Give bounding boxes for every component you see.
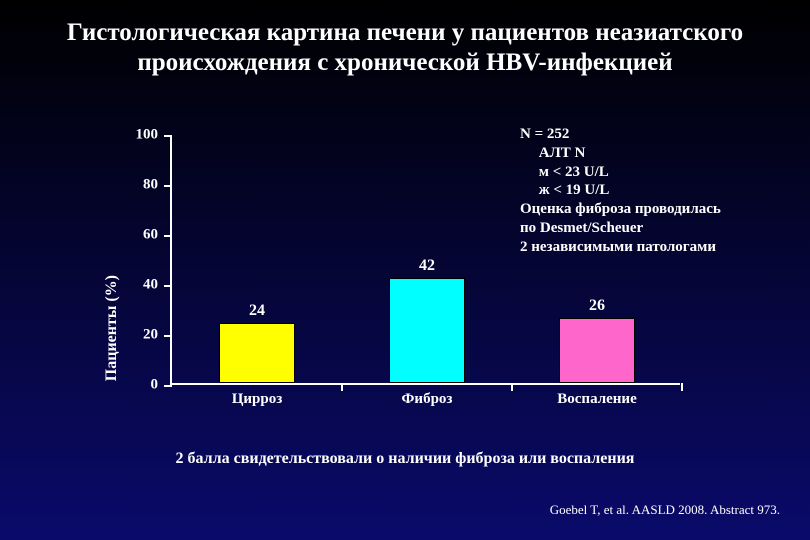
footnote-text: 2 балла свидетельствовали о наличии фибр… <box>0 450 810 468</box>
title-line-1: Гистологическая картина печени у пациент… <box>67 19 743 46</box>
x-tick <box>681 383 683 391</box>
bar-value-label: 26 <box>589 297 605 315</box>
y-axis-label: Пациенты (%) <box>103 275 121 381</box>
y-tick <box>164 285 172 287</box>
y-tick-label: 80 <box>143 177 158 194</box>
bar: 24 <box>219 323 296 383</box>
x-tick-label: Фиброз <box>402 391 453 408</box>
x-tick-label: Цирроз <box>232 391 283 408</box>
y-tick <box>164 235 172 237</box>
x-tick <box>511 383 513 391</box>
y-tick-label: 60 <box>143 227 158 244</box>
bar: 42 <box>389 278 466 383</box>
y-tick-label: 40 <box>143 277 158 294</box>
citation-text: Goebel T, et al. AASLD 2008. Abstract 97… <box>550 502 780 518</box>
y-tick-label: 20 <box>143 327 158 344</box>
y-tick <box>164 135 172 137</box>
y-tick-label: 100 <box>136 127 159 144</box>
y-tick-label: 0 <box>151 377 159 394</box>
bar: 26 <box>559 318 636 383</box>
title-line-2: происхождения с хронической HBV-инфекцие… <box>137 49 672 76</box>
slide-title: Гистологическая картина печени у пациент… <box>10 18 800 77</box>
chart-legend: N = 252 АЛТ N м < 23 U/L ж < 19 U/L Оцен… <box>520 125 800 256</box>
bar-value-label: 42 <box>419 257 435 275</box>
bar-value-label: 24 <box>249 302 265 320</box>
y-tick <box>164 185 172 187</box>
x-tick-label: Воспаление <box>557 391 636 408</box>
x-tick <box>341 383 343 391</box>
y-tick <box>164 335 172 337</box>
slide: Гистологическая картина печени у пациент… <box>0 0 810 540</box>
y-tick <box>164 385 172 387</box>
